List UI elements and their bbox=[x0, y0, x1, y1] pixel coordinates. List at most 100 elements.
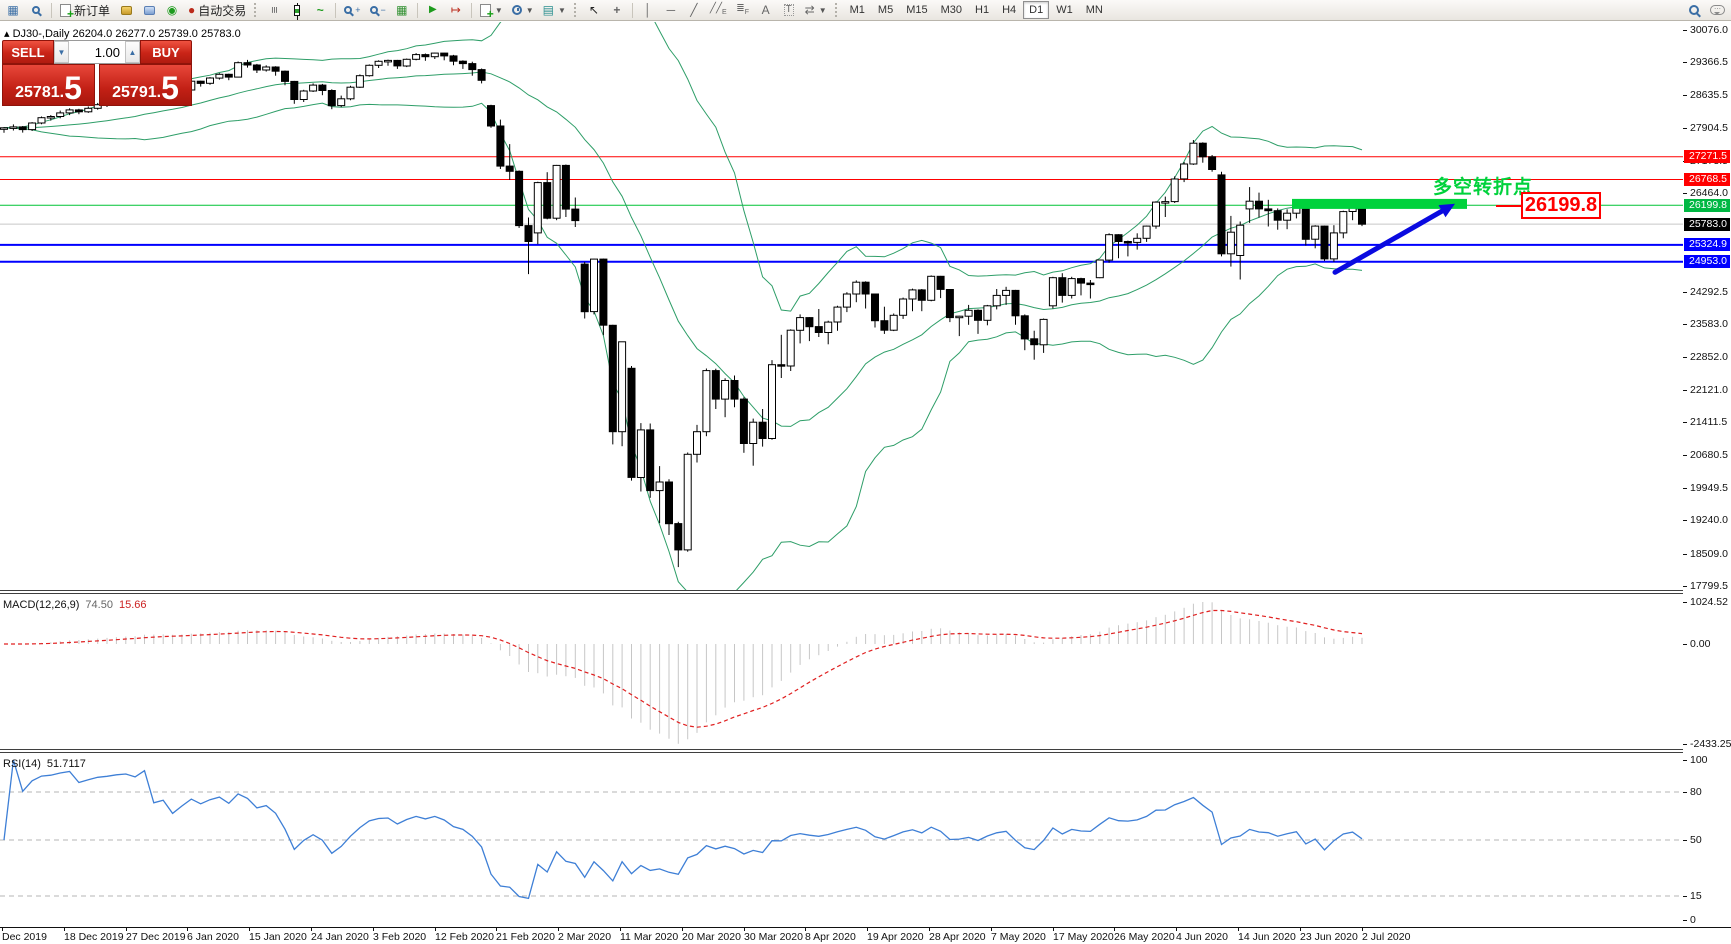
macd-tick: 0.00 bbox=[1690, 638, 1711, 650]
chart-area[interactable]: ▴ DJ30-,Daily 26204.0 26277.0 25739.0 25… bbox=[0, 21, 1731, 944]
date-tick-mark bbox=[1300, 928, 1301, 931]
navigator-button[interactable] bbox=[138, 1, 160, 20]
toolbar-grip bbox=[834, 3, 840, 17]
date-tick-mark bbox=[1362, 928, 1363, 931]
cursor-button[interactable]: ↖ bbox=[583, 1, 605, 20]
timeframe-m15[interactable]: M15 bbox=[900, 1, 933, 19]
vertical-line-icon: │ bbox=[644, 3, 652, 17]
auto-scroll-button[interactable]: ▶ bbox=[422, 1, 444, 20]
date-tick-mark bbox=[620, 928, 621, 931]
timeframe-h1[interactable]: H1 bbox=[969, 1, 995, 19]
timeframe-m5[interactable]: M5 bbox=[872, 1, 899, 19]
panel-separator[interactable] bbox=[0, 590, 1731, 594]
axis-tick-mark bbox=[1683, 920, 1687, 921]
date-tick: 3 Feb 2020 bbox=[373, 931, 427, 943]
tile-windows-button[interactable]: ▦ bbox=[391, 1, 413, 20]
zoom-in-button[interactable]: + bbox=[340, 1, 364, 20]
search-icon bbox=[1689, 5, 1699, 15]
autotrade-button[interactable]: ● 自动交易 bbox=[184, 1, 250, 20]
price-callout-box[interactable]: 26199.8 bbox=[1521, 192, 1601, 219]
timeframe-d1[interactable]: D1 bbox=[1023, 1, 1050, 19]
horizontal-line-button[interactable]: ─ bbox=[660, 1, 682, 20]
crosshair-icon: + bbox=[613, 3, 621, 17]
channel-button[interactable]: ╱╱E bbox=[706, 1, 731, 20]
volume-decrease-button[interactable]: ▼ bbox=[54, 41, 69, 63]
line-chart-icon: ~ bbox=[316, 3, 324, 17]
bar-chart-button[interactable]: ≡ bbox=[263, 1, 285, 20]
rsi-tick: 50 bbox=[1690, 834, 1702, 846]
date-axis[interactable]: Dec 2019 18 Dec 2019 27 Dec 2019 6 Jan 2020… bbox=[0, 927, 1731, 944]
arrows-button[interactable]: ⇄ ▼ bbox=[801, 1, 831, 20]
price-tick: 22852.0 bbox=[1690, 351, 1728, 363]
signals-button[interactable]: ◉ bbox=[161, 1, 183, 20]
date-tick-mark bbox=[805, 928, 806, 931]
date-tick-mark bbox=[929, 928, 930, 931]
crosshair-button[interactable]: + bbox=[606, 1, 628, 20]
auto-scroll-icon: ▶ bbox=[428, 4, 437, 15]
buy-price-box[interactable]: 25791. 5 bbox=[99, 64, 192, 106]
axis-tick-mark bbox=[1683, 292, 1687, 293]
rsi-tick: 15 bbox=[1690, 890, 1702, 902]
text-label-button[interactable]: T bbox=[778, 1, 800, 20]
sell-button[interactable]: SELL bbox=[2, 40, 54, 64]
timeframe-m1[interactable]: M1 bbox=[844, 1, 871, 19]
timeframe-mn[interactable]: MN bbox=[1080, 1, 1109, 19]
price-tick: 19949.5 bbox=[1690, 482, 1728, 494]
window-preview-button[interactable] bbox=[25, 1, 47, 20]
timeframe-h4[interactable]: H4 bbox=[996, 1, 1022, 19]
date-tick-mark bbox=[1053, 928, 1054, 931]
chat-button[interactable]: ⋯ bbox=[1706, 1, 1729, 20]
sell-price-box[interactable]: 25781. 5 bbox=[2, 64, 95, 106]
timeframe-w1[interactable]: W1 bbox=[1050, 1, 1079, 19]
timeframe-group: M1 M5 M15 M30 H1 H4 D1 W1 MN bbox=[844, 1, 1109, 19]
date-tick: 4 Jun 2020 bbox=[1176, 931, 1228, 943]
date-tick-mark bbox=[249, 928, 250, 931]
new-chart-icon: ▦ bbox=[7, 3, 19, 17]
axis-tick-mark bbox=[1683, 586, 1687, 587]
new-order-button[interactable]: 新订单 bbox=[56, 1, 114, 21]
timeframe-m30[interactable]: M30 bbox=[935, 1, 968, 19]
price-tick: 26464.0 bbox=[1690, 187, 1728, 199]
template-icon: ▤ bbox=[542, 3, 554, 17]
search-button[interactable] bbox=[1683, 1, 1705, 20]
axis-tick-mark bbox=[1683, 422, 1687, 423]
sell-price: 25781. bbox=[15, 84, 65, 101]
new-order-icon bbox=[60, 3, 74, 21]
toolbar-separator bbox=[631, 2, 633, 18]
panel-collapse-icon[interactable]: ▴ bbox=[4, 28, 10, 40]
horizontal-line-icon: ─ bbox=[666, 3, 676, 17]
periods-button[interactable]: ▼ bbox=[508, 1, 538, 20]
panel-separator[interactable] bbox=[0, 749, 1731, 753]
fibonacci-button[interactable]: ≣F bbox=[732, 1, 754, 20]
chart-shift-button[interactable]: ↦ bbox=[445, 1, 467, 20]
date-tick-mark bbox=[126, 928, 127, 931]
templates-button[interactable]: ▤ ▼ bbox=[539, 1, 570, 20]
magnifier-window-icon bbox=[32, 6, 40, 14]
buy-button[interactable]: BUY bbox=[140, 40, 192, 64]
indicators-button[interactable]: ▼ bbox=[476, 1, 507, 21]
toolbar-separator bbox=[335, 2, 337, 18]
macd-panel[interactable] bbox=[0, 594, 1683, 749]
axis-tick-mark bbox=[1683, 644, 1687, 645]
profiles-button[interactable] bbox=[115, 1, 137, 20]
price-axis[interactable]: 30076.029366.528635.527904.527173.526464… bbox=[1683, 21, 1731, 927]
vertical-line-button[interactable]: │ bbox=[637, 1, 659, 20]
new-chart-button[interactable]: ▦ bbox=[2, 1, 24, 20]
volume-input[interactable] bbox=[69, 41, 125, 63]
line-chart-button[interactable]: ~ bbox=[309, 1, 331, 20]
trendline-button[interactable]: ╱ bbox=[683, 1, 705, 20]
main-chart-canvas[interactable] bbox=[0, 22, 1683, 590]
rsi-panel[interactable] bbox=[0, 753, 1683, 927]
fibonacci-icon: ≣F bbox=[736, 3, 749, 17]
zoom-out-button[interactable]: − bbox=[366, 1, 390, 20]
candlestick-button[interactable] bbox=[286, 1, 308, 20]
price-badge: 24953.0 bbox=[1684, 255, 1730, 268]
text-button[interactable]: A bbox=[755, 1, 777, 20]
turning-point-annotation[interactable]: 多空转折点 bbox=[1433, 177, 1534, 198]
price-tick: 21411.5 bbox=[1690, 416, 1728, 428]
chevron-down-icon: ▼ bbox=[494, 5, 503, 15]
chevron-down-icon: ▼ bbox=[818, 5, 827, 15]
date-tick: Dec 2019 bbox=[2, 931, 47, 943]
volume-increase-button[interactable]: ▲ bbox=[125, 41, 140, 63]
